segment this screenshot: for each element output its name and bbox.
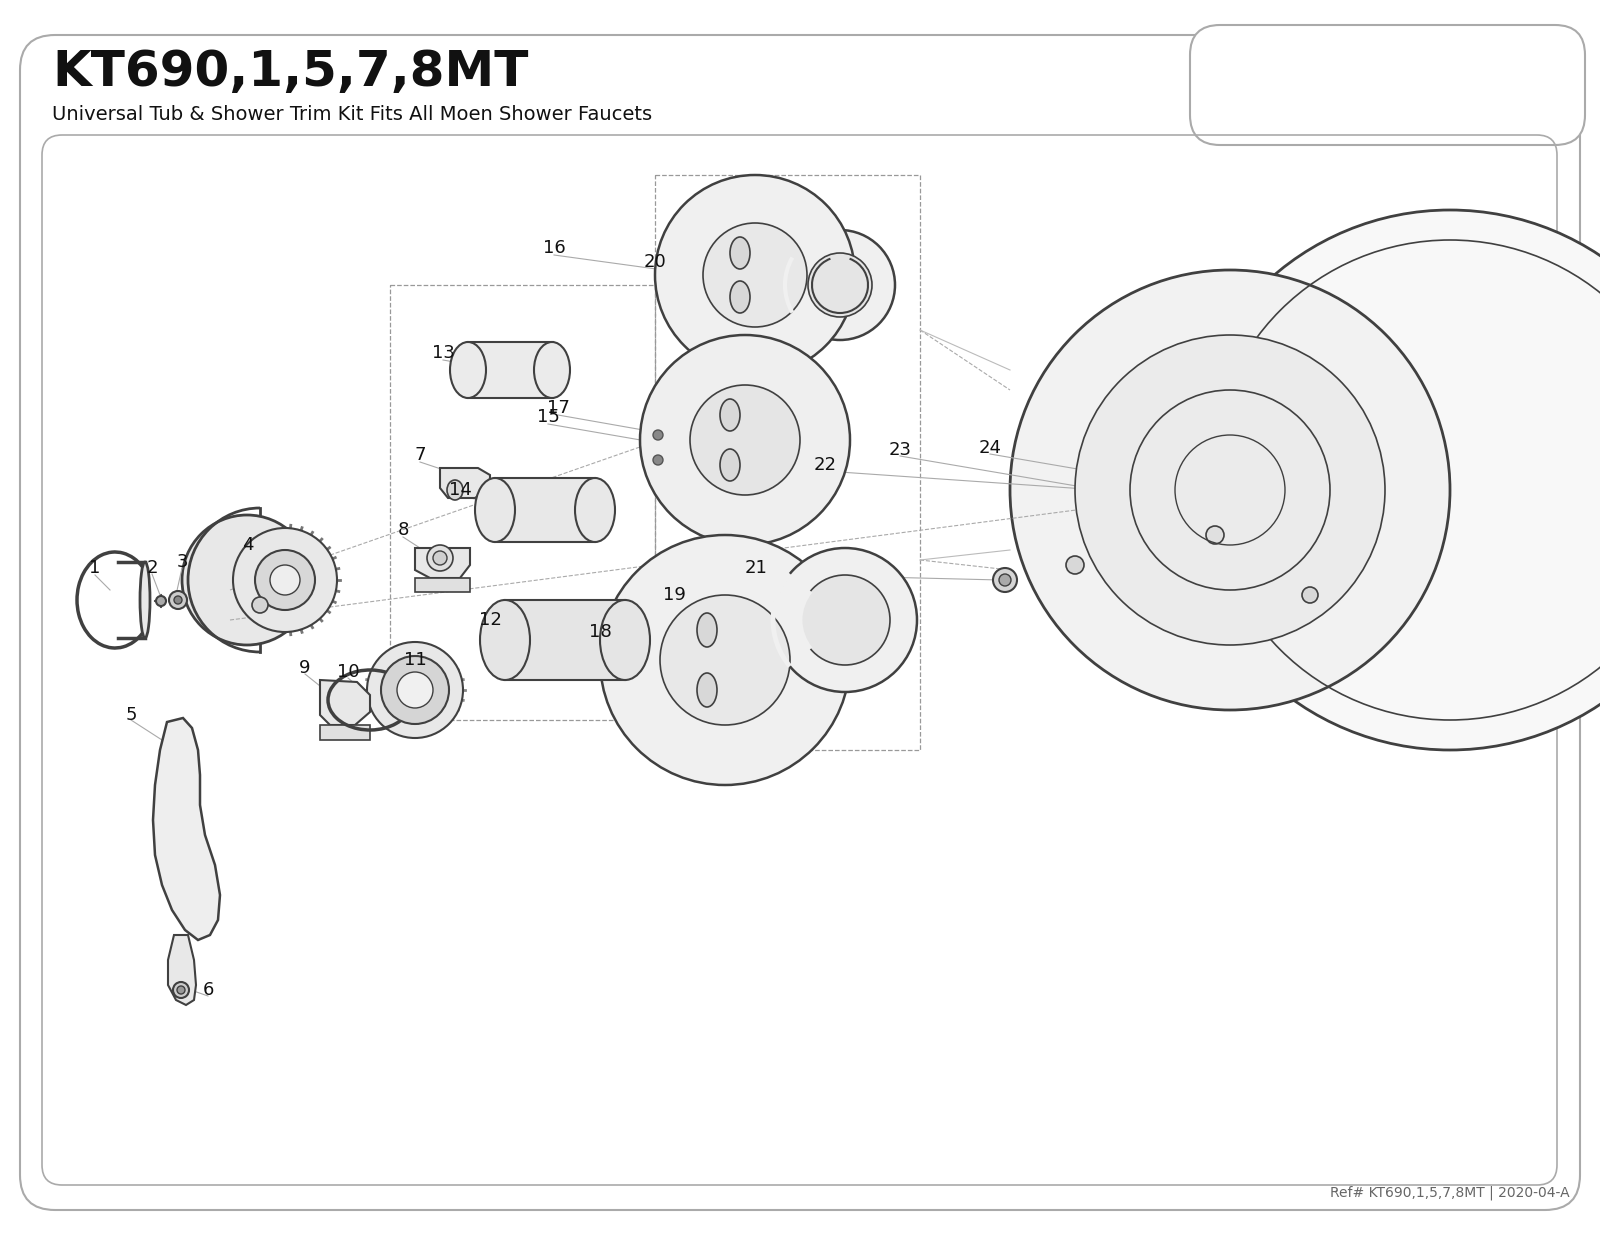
Polygon shape	[154, 718, 221, 941]
Circle shape	[173, 981, 189, 997]
Ellipse shape	[446, 480, 462, 501]
Circle shape	[254, 550, 315, 611]
Text: KT690,1,5,7,8MT: KT690,1,5,7,8MT	[53, 48, 528, 96]
Ellipse shape	[141, 562, 150, 638]
Ellipse shape	[475, 478, 515, 543]
Text: 9: 9	[299, 659, 310, 677]
Text: 12: 12	[478, 611, 501, 629]
Circle shape	[1010, 269, 1450, 709]
Text: 23: 23	[888, 441, 912, 459]
Ellipse shape	[574, 478, 614, 543]
Circle shape	[654, 176, 854, 375]
Circle shape	[170, 591, 187, 609]
Polygon shape	[440, 468, 490, 498]
Ellipse shape	[720, 449, 741, 481]
Ellipse shape	[480, 599, 530, 680]
Text: 3: 3	[176, 552, 187, 571]
Text: 15: 15	[536, 408, 560, 426]
Text: 19: 19	[662, 586, 685, 604]
Ellipse shape	[720, 399, 741, 431]
Text: 20: 20	[643, 253, 666, 271]
Polygon shape	[168, 934, 197, 1005]
Circle shape	[994, 569, 1018, 592]
Ellipse shape	[730, 237, 750, 269]
Text: Universal Tub & Shower Trim Kit Fits All Moen Shower Faucets: Universal Tub & Shower Trim Kit Fits All…	[53, 105, 653, 124]
Text: 18: 18	[589, 623, 611, 641]
Text: 10: 10	[336, 662, 360, 681]
Text: 24: 24	[979, 439, 1002, 457]
Bar	[494, 478, 595, 543]
Circle shape	[174, 596, 182, 604]
Ellipse shape	[534, 342, 570, 398]
Text: 4: 4	[242, 536, 254, 554]
Circle shape	[253, 597, 269, 613]
Circle shape	[182, 515, 312, 645]
Text: 1: 1	[90, 559, 101, 577]
Circle shape	[427, 545, 453, 571]
Circle shape	[690, 384, 800, 494]
Circle shape	[434, 551, 446, 565]
Circle shape	[157, 596, 166, 606]
Circle shape	[1181, 210, 1600, 750]
Ellipse shape	[730, 281, 750, 313]
Text: 17: 17	[547, 399, 570, 417]
Ellipse shape	[600, 599, 650, 680]
Text: 21: 21	[744, 559, 768, 577]
FancyBboxPatch shape	[1190, 25, 1586, 145]
Text: 2: 2	[146, 559, 158, 577]
Circle shape	[1066, 556, 1085, 574]
Text: 22: 22	[813, 456, 837, 473]
Circle shape	[808, 253, 872, 316]
Circle shape	[397, 672, 434, 708]
Text: 11: 11	[403, 651, 426, 669]
Text: 16: 16	[542, 239, 565, 257]
FancyBboxPatch shape	[21, 35, 1581, 1210]
Polygon shape	[414, 548, 470, 578]
Ellipse shape	[450, 342, 486, 398]
Circle shape	[800, 575, 890, 665]
Circle shape	[653, 455, 662, 465]
Ellipse shape	[698, 613, 717, 646]
Circle shape	[1302, 587, 1318, 603]
Text: 6: 6	[202, 981, 214, 999]
Ellipse shape	[698, 672, 717, 707]
Circle shape	[773, 548, 917, 692]
Polygon shape	[320, 726, 370, 740]
Bar	[506, 599, 626, 680]
Text: 14: 14	[448, 481, 472, 499]
Circle shape	[640, 335, 850, 545]
Bar	[469, 342, 554, 398]
Circle shape	[381, 656, 450, 724]
Circle shape	[702, 222, 806, 328]
Text: 7: 7	[414, 446, 426, 464]
Text: Ref# KT690,1,5,7,8MT | 2020-04-A: Ref# KT690,1,5,7,8MT | 2020-04-A	[1330, 1185, 1570, 1200]
Text: 8: 8	[397, 522, 408, 539]
Circle shape	[653, 430, 662, 440]
Polygon shape	[320, 680, 370, 726]
Circle shape	[998, 574, 1011, 586]
Circle shape	[234, 528, 338, 632]
Circle shape	[270, 565, 301, 595]
Circle shape	[600, 535, 850, 785]
Circle shape	[178, 986, 186, 994]
Circle shape	[786, 230, 894, 340]
Circle shape	[661, 595, 790, 726]
Text: 13: 13	[432, 344, 454, 362]
Polygon shape	[414, 578, 470, 592]
Circle shape	[366, 641, 462, 738]
Text: 5: 5	[125, 706, 136, 724]
Circle shape	[1075, 335, 1386, 645]
Circle shape	[1206, 527, 1224, 544]
